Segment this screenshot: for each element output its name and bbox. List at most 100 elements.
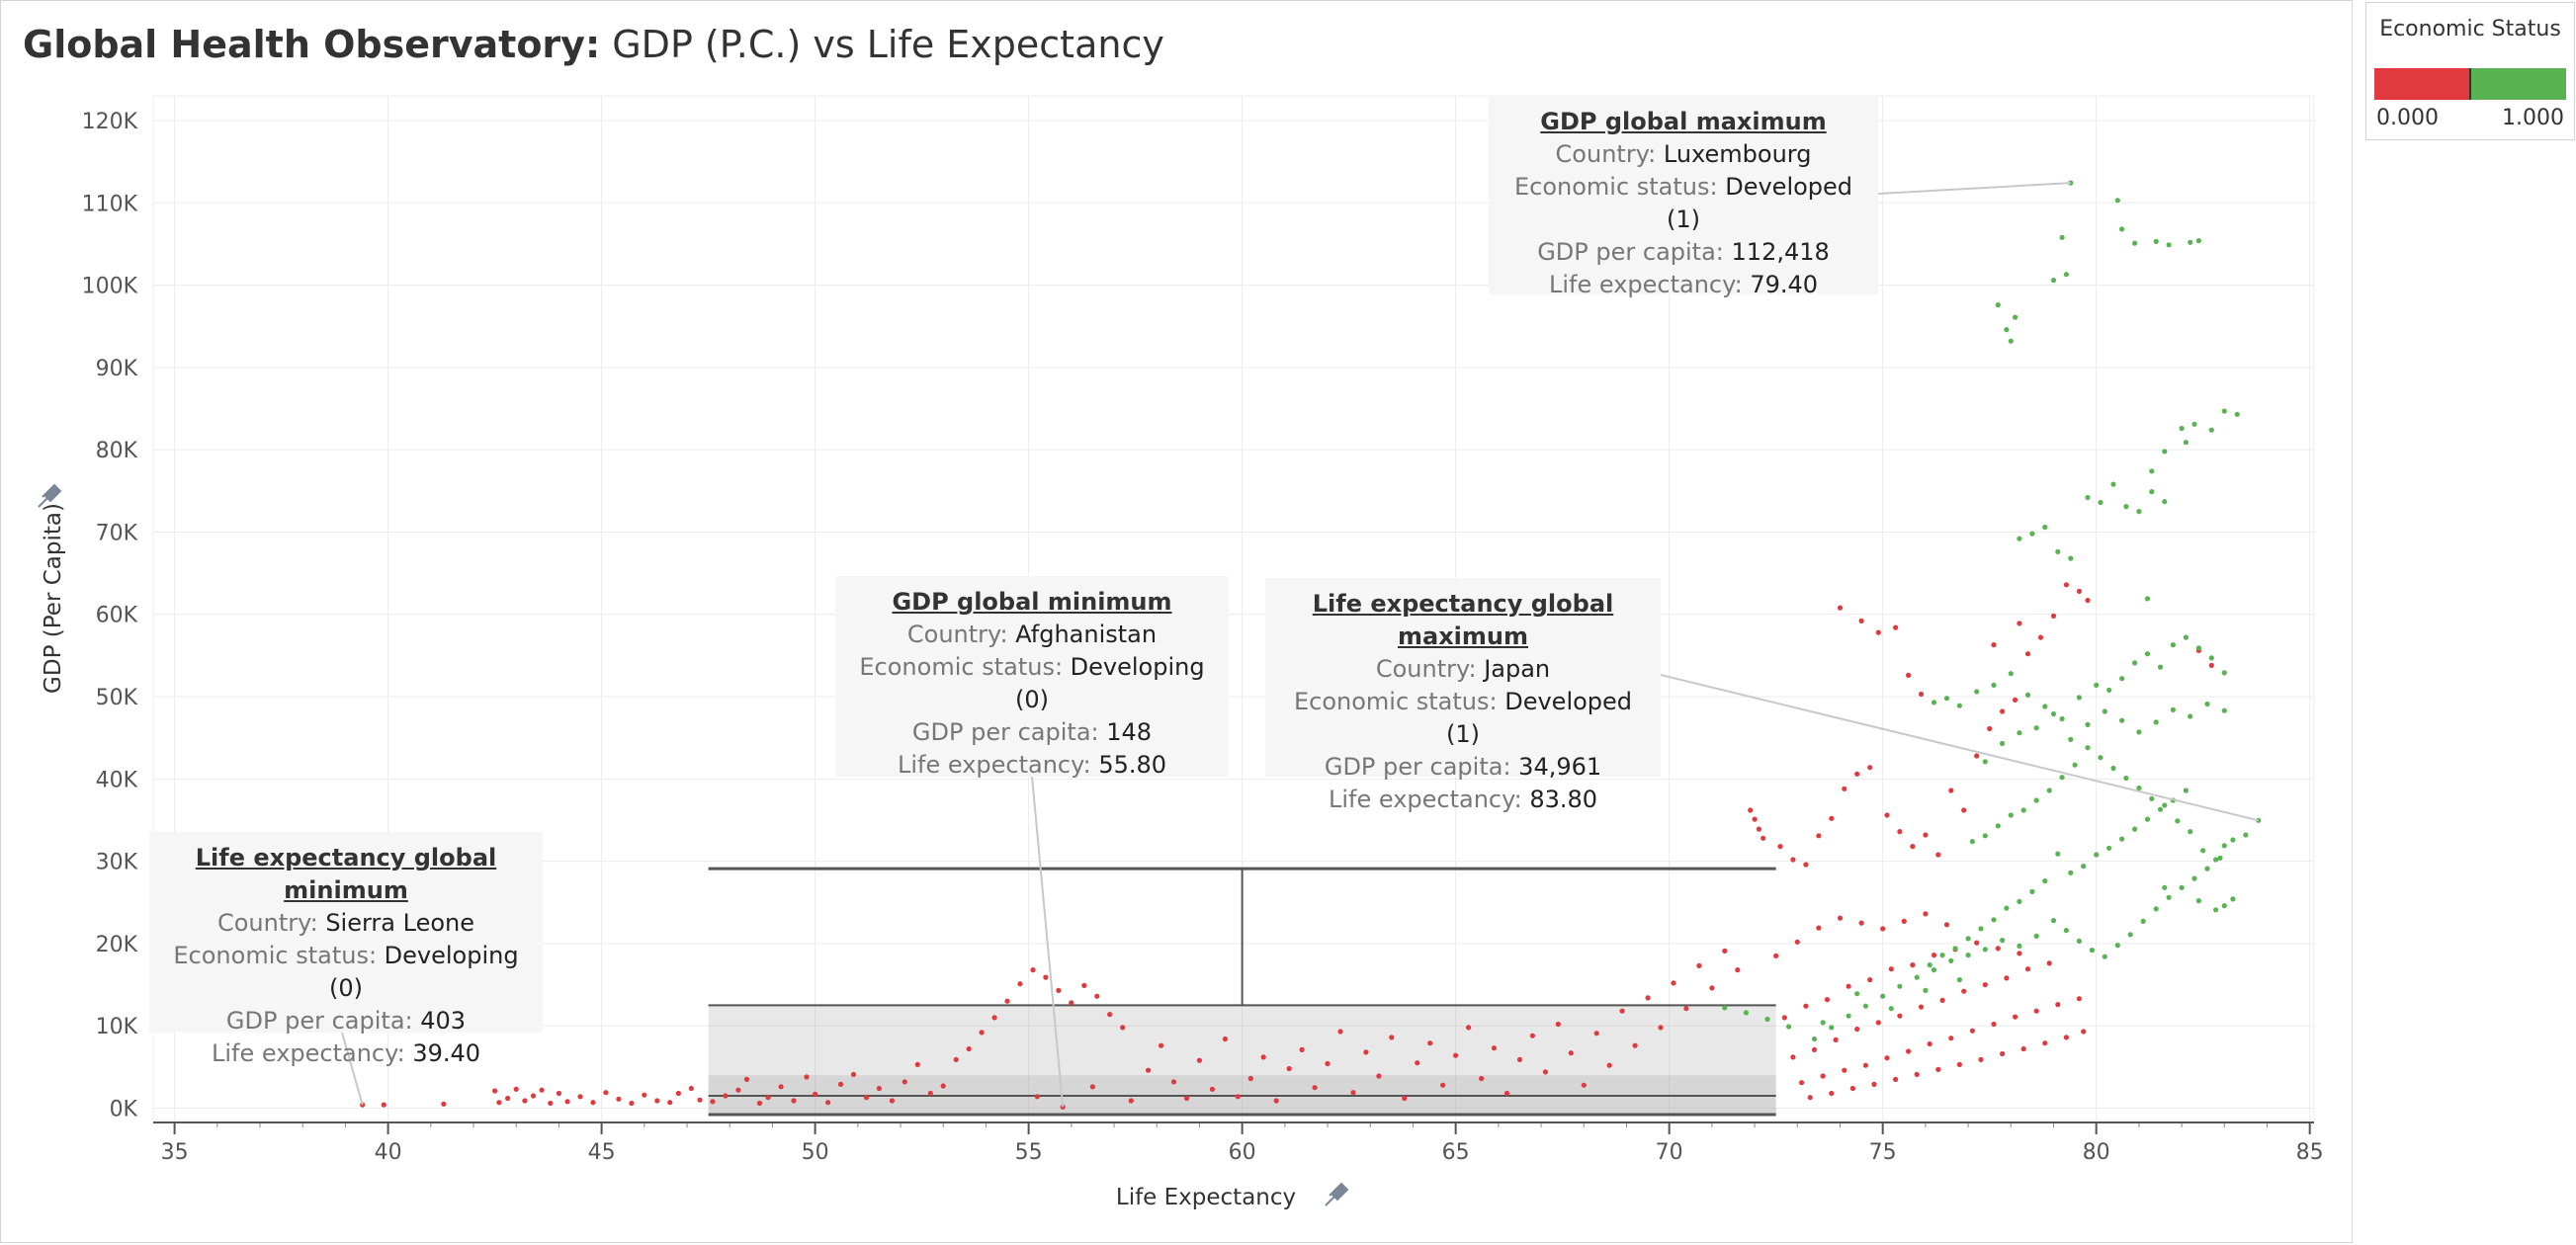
point-developed: [2024, 692, 2031, 699]
point-developed: [2089, 948, 2095, 954]
point-developed: [2230, 837, 2236, 843]
point-developed: [2221, 903, 2227, 909]
point-developing: [1671, 980, 1676, 986]
point-developing: [1337, 1029, 1343, 1035]
point-developing: [1056, 987, 1062, 994]
point-developing: [1923, 911, 1929, 917]
color-legend[interactable]: Economic Status 0.000 1.000: [2365, 2, 2575, 140]
point-developed: [2221, 670, 2227, 676]
point-developed: [2188, 239, 2193, 245]
point-developing: [1427, 1040, 1433, 1046]
point-developed: [1943, 696, 1950, 702]
point-developing: [1760, 835, 1766, 841]
annotation-heading: Life expectancy global minimum: [195, 844, 497, 904]
point-developed: [2102, 954, 2107, 959]
point-developing: [2042, 1040, 2048, 1046]
x-axis-pin-icon: [1325, 1182, 1349, 1206]
point-developing: [1816, 833, 1822, 839]
annotation-label: Country:: [1555, 140, 1657, 168]
point-developed: [2132, 240, 2138, 246]
point-developing: [966, 1045, 972, 1052]
annotation-value: 34,961: [1518, 753, 1602, 781]
point-developing: [1089, 1084, 1095, 1090]
annotation-value: Japan: [1484, 655, 1551, 683]
axes: 35 40 45 50 55 60 65 70 75 80 85 0K 10K 20K 30K 40K 50K 6…: [38, 110, 2324, 1210]
annotation-label: Economic status:: [1513, 173, 1718, 201]
point-developing: [1867, 765, 1873, 771]
point-developing: [1752, 816, 1758, 822]
y-axis-pin-icon: [38, 483, 62, 508]
point-developing: [1991, 642, 1997, 648]
point-developing: [1777, 844, 1783, 850]
point-developing: [1017, 981, 1023, 987]
point-developing: [1824, 997, 1831, 1003]
y-tick-label: 0K: [110, 1098, 138, 1122]
point-developed: [1862, 1003, 1868, 1009]
annotation-life-expectancy-maximum: Life expectancy global maximum Country: …: [1265, 578, 1661, 813]
point-developed: [2179, 425, 2185, 432]
point-developing: [723, 1093, 729, 1099]
point-developing: [1773, 953, 1779, 959]
point-developing: [629, 1100, 635, 1107]
point-developed: [1786, 1024, 1792, 1030]
annotation-label: Economic status:: [173, 942, 378, 969]
point-developed: [1982, 947, 1988, 953]
point-developing: [825, 1100, 831, 1106]
point-developed: [1956, 703, 1962, 708]
point-developed: [2042, 524, 2048, 531]
point-developing: [979, 1030, 985, 1036]
point-developing: [530, 1093, 537, 1099]
point-developing: [1961, 988, 1967, 994]
point-developing: [1183, 1095, 1190, 1102]
point-developed: [2144, 651, 2151, 657]
point-developing: [1247, 1075, 1253, 1082]
point-developing: [688, 1085, 694, 1092]
point-developed: [2234, 411, 2240, 417]
point-developed: [1820, 1020, 1826, 1026]
y-tick-label: 20K: [96, 933, 138, 957]
point-developed: [2033, 725, 2039, 731]
point-developed: [2110, 765, 2116, 772]
point-developing: [1555, 1021, 1561, 1028]
point-developed: [2213, 907, 2219, 913]
point-developed: [1965, 936, 1971, 942]
point-developed: [2221, 707, 2227, 713]
point-developed: [2076, 938, 2082, 945]
point-developed: [2008, 812, 2014, 818]
point-developed: [2059, 715, 2065, 722]
legend-swatch-developing: [2374, 68, 2470, 100]
point-developing: [1846, 983, 1851, 989]
point-developed: [2157, 806, 2164, 812]
x-tick-label: 80: [2083, 1140, 2110, 1165]
point-developed: [2162, 499, 2168, 505]
point-developed: [2157, 664, 2164, 670]
point-developing: [2017, 621, 2022, 626]
point-developed: [2170, 642, 2176, 648]
point-developing: [1034, 1094, 1040, 1100]
point-developing: [1196, 1057, 1202, 1063]
point-developing: [2208, 662, 2214, 669]
x-tick-label: 70: [1656, 1140, 1683, 1165]
point-developing: [513, 1086, 519, 1092]
point-developed: [1956, 977, 1962, 983]
point-developing: [1453, 1052, 1459, 1058]
scatter-plot-area[interactable]: 35 40 45 50 55 60 65 70 75 80 85 0K 10K 20K 30K 40K 50K 6…: [1, 1, 2354, 1244]
annotation-label: Country:: [216, 909, 318, 937]
legend-title: Economic Status: [2379, 17, 2561, 42]
point-developed: [2068, 870, 2074, 875]
point-developing: [1781, 1015, 1787, 1021]
point-developing: [1858, 920, 1864, 926]
point-developing: [1974, 940, 1980, 946]
point-developed: [2000, 938, 2006, 944]
point-developed: [1743, 1010, 1749, 1016]
point-developing: [1854, 1026, 1860, 1033]
annotation-value: 55.80: [1098, 751, 1167, 779]
point-developed: [1991, 917, 1997, 923]
point-developing: [1363, 1049, 1369, 1055]
point-developing: [2013, 697, 2018, 704]
scatter-plot-svg[interactable]: 35 40 45 50 55 60 65 70 75 80 85 0K 10K 20K 30K 40K 50K 6…: [1, 1, 2354, 1244]
point-developed: [1764, 1016, 1770, 1023]
point-developing: [1906, 672, 1912, 679]
x-tick-label: 65: [1442, 1140, 1470, 1165]
annotation-label: Economic status:: [1293, 688, 1498, 715]
